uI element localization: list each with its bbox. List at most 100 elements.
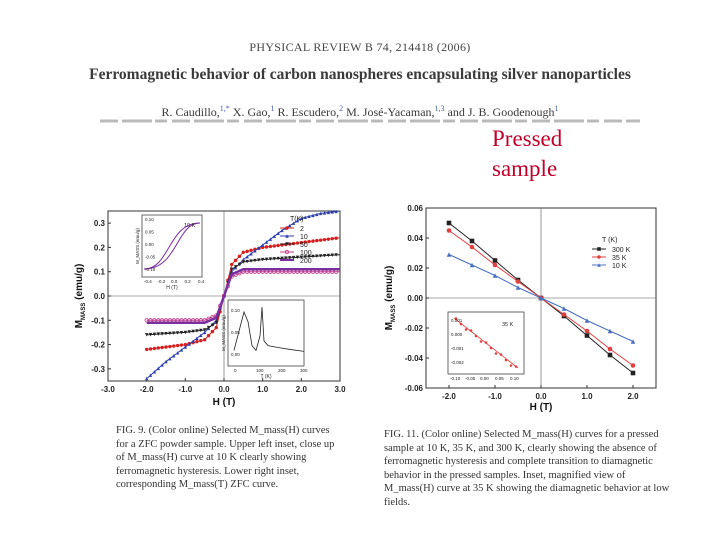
fig9-series-50-point <box>280 256 284 261</box>
fig9-series-10-point <box>152 370 157 374</box>
fig9-legend-marker <box>284 249 290 255</box>
fig9-series-2-point <box>334 236 338 240</box>
fig9-series-50-point <box>241 260 246 264</box>
fig9-inset-lower-xtick: 100 <box>256 368 264 373</box>
fig11-inset-xtick: -0.10 <box>450 376 461 381</box>
fig9-series-2-point <box>230 262 234 267</box>
fig11-series-35 K-point <box>630 363 636 368</box>
fig9-series-2-point <box>160 345 164 350</box>
fig11-series-35 K-point <box>561 312 567 317</box>
fig9-series-50-point <box>168 331 172 336</box>
fig11-inset-point <box>459 322 463 326</box>
fig9-series-2-point <box>144 347 149 352</box>
fig11-series-10 K-point <box>515 285 521 290</box>
fig9-series-50-point <box>330 253 334 257</box>
paper-title: Ferromagnetic behavior of carbon nanosph… <box>89 66 631 83</box>
fig9-ylabel-main: M <box>74 320 85 328</box>
fig11-legend-marker <box>597 255 601 259</box>
fig11-series-35 K-point <box>446 228 452 233</box>
fig11-inset-point <box>474 334 478 338</box>
fig9-inset-upper-label: 10 K <box>184 223 196 229</box>
fig11-series-300 K-point <box>584 333 590 338</box>
fig9-series-10-point <box>288 223 292 228</box>
fig9-inset-lower-xlabel: T (K) <box>260 374 271 380</box>
fig9-series-2-point <box>210 329 215 334</box>
fig9-series-10-point <box>318 211 323 216</box>
fig9-series-10-point <box>334 209 338 214</box>
fig9-series-50-point <box>156 332 160 336</box>
fig9-ytick-label: -0.2 <box>91 341 105 350</box>
fig11-series-10 K-point <box>630 339 636 344</box>
figure-9-caption: FIG. 9. (Color online) Selected M_mass(H… <box>116 425 335 490</box>
fig9-series-10-point <box>257 246 261 250</box>
fig11-xtick-label: 2.0 <box>627 392 639 401</box>
fig11-inset-ytick: -0.002 <box>451 360 464 365</box>
fig9-inset-lower-ytick: 0.05 <box>231 330 240 335</box>
fig9-series-2-point <box>172 344 176 348</box>
fig9-series-2-point <box>322 237 327 242</box>
fig9-series-50-point <box>230 267 234 271</box>
fig9-inset-upper-ytick: -0.05 <box>145 255 156 260</box>
fig9-inset-upper-xtick: -0.2 <box>158 279 166 284</box>
fig9-series-2-point <box>330 236 334 241</box>
fig9-series-2-point <box>315 238 319 243</box>
fig9-inset-lower-xtick: 0 <box>234 368 237 373</box>
fig9-series-2-point <box>152 346 157 351</box>
fig9-series-50-point <box>210 323 215 327</box>
fig9-series-10-point <box>291 221 296 225</box>
fig9-series-2-point <box>264 245 269 249</box>
fig9-series-10-point <box>156 366 160 371</box>
author: R. Escudero,2 <box>277 104 344 119</box>
fig9-series-50-point <box>322 253 327 258</box>
fig9-series-50-point <box>318 254 323 258</box>
fig11-ytick-label: -0.02 <box>405 324 424 333</box>
fig9-series-10-point <box>164 359 168 364</box>
fig9-series-200-line <box>146 268 340 324</box>
fig11-series-300 K-point <box>630 370 636 376</box>
fig9-inset-upper-ylabel: M_MASS (emu/g) <box>135 228 140 264</box>
fig9-series-10-point <box>264 240 269 244</box>
fig11-inset-point <box>479 340 483 343</box>
fig9-series-2-point <box>268 244 273 249</box>
fig11-ytick-label: 0.04 <box>407 234 423 243</box>
fig11-inset-ytick: 0.001 <box>451 318 463 323</box>
fig9-series-50-point <box>160 332 164 336</box>
fig9-series-2-point <box>164 345 168 349</box>
fig11-inset-ytick: 0.000 <box>451 332 463 337</box>
fig11-xtick-label: -1.0 <box>488 392 502 401</box>
author-list: R. Caudillo,1,* X. Gao,1 R. Escudero,2 M… <box>0 104 720 120</box>
fig9-series-50-point <box>245 259 249 264</box>
fig9-series-2-point <box>276 243 280 248</box>
fig11-series-10 K-point <box>538 295 544 301</box>
fig9-series-10-point <box>280 228 284 233</box>
fig9-series-50-point <box>284 256 288 260</box>
fig9-series-50-point <box>272 257 276 261</box>
fig11-xtick-label: 0.0 <box>535 392 547 401</box>
fig11-series-10 K-point <box>492 273 498 278</box>
fig9-xtick-label: -2.0 <box>140 385 154 394</box>
fig11-inset-point <box>509 364 513 367</box>
fig9-inset-lower-ytick: 0.00 <box>231 352 240 357</box>
fig9-series-50-point <box>187 330 191 334</box>
fig9-series-50-point <box>299 255 304 259</box>
fig9-series-2-point <box>175 343 180 348</box>
fig9-series-50-point <box>268 257 273 261</box>
fig9-inset-lower-ytick: 0.10 <box>231 308 240 313</box>
affiliation-line <box>100 118 640 124</box>
fig9-legend-title: T(K) <box>290 216 304 223</box>
fig11-legend-label: 35 K <box>612 255 627 262</box>
fig9-xtick-label: -3.0 <box>101 385 115 394</box>
fig9-inset-lower-xtick: 200 <box>278 368 286 373</box>
fig9-series-50-point <box>172 331 176 335</box>
fig11-xtick-label: 1.0 <box>581 392 593 401</box>
fig11-ytick-label: -0.06 <box>405 384 424 393</box>
fig9-inset-upper-xtick: 0.0 <box>171 279 178 284</box>
fig9-legend-label: 10 <box>300 234 308 241</box>
fig9-series-10-point <box>245 254 249 259</box>
fig9-ytick-label: 0.3 <box>94 219 106 228</box>
fig9-series-10-point <box>191 339 195 343</box>
fig9-ytick-label: 0.0 <box>94 292 106 301</box>
fig9-series-10-point <box>307 214 311 219</box>
fig9-series-2-point <box>214 325 218 330</box>
fig9-series-50-point <box>249 259 253 263</box>
